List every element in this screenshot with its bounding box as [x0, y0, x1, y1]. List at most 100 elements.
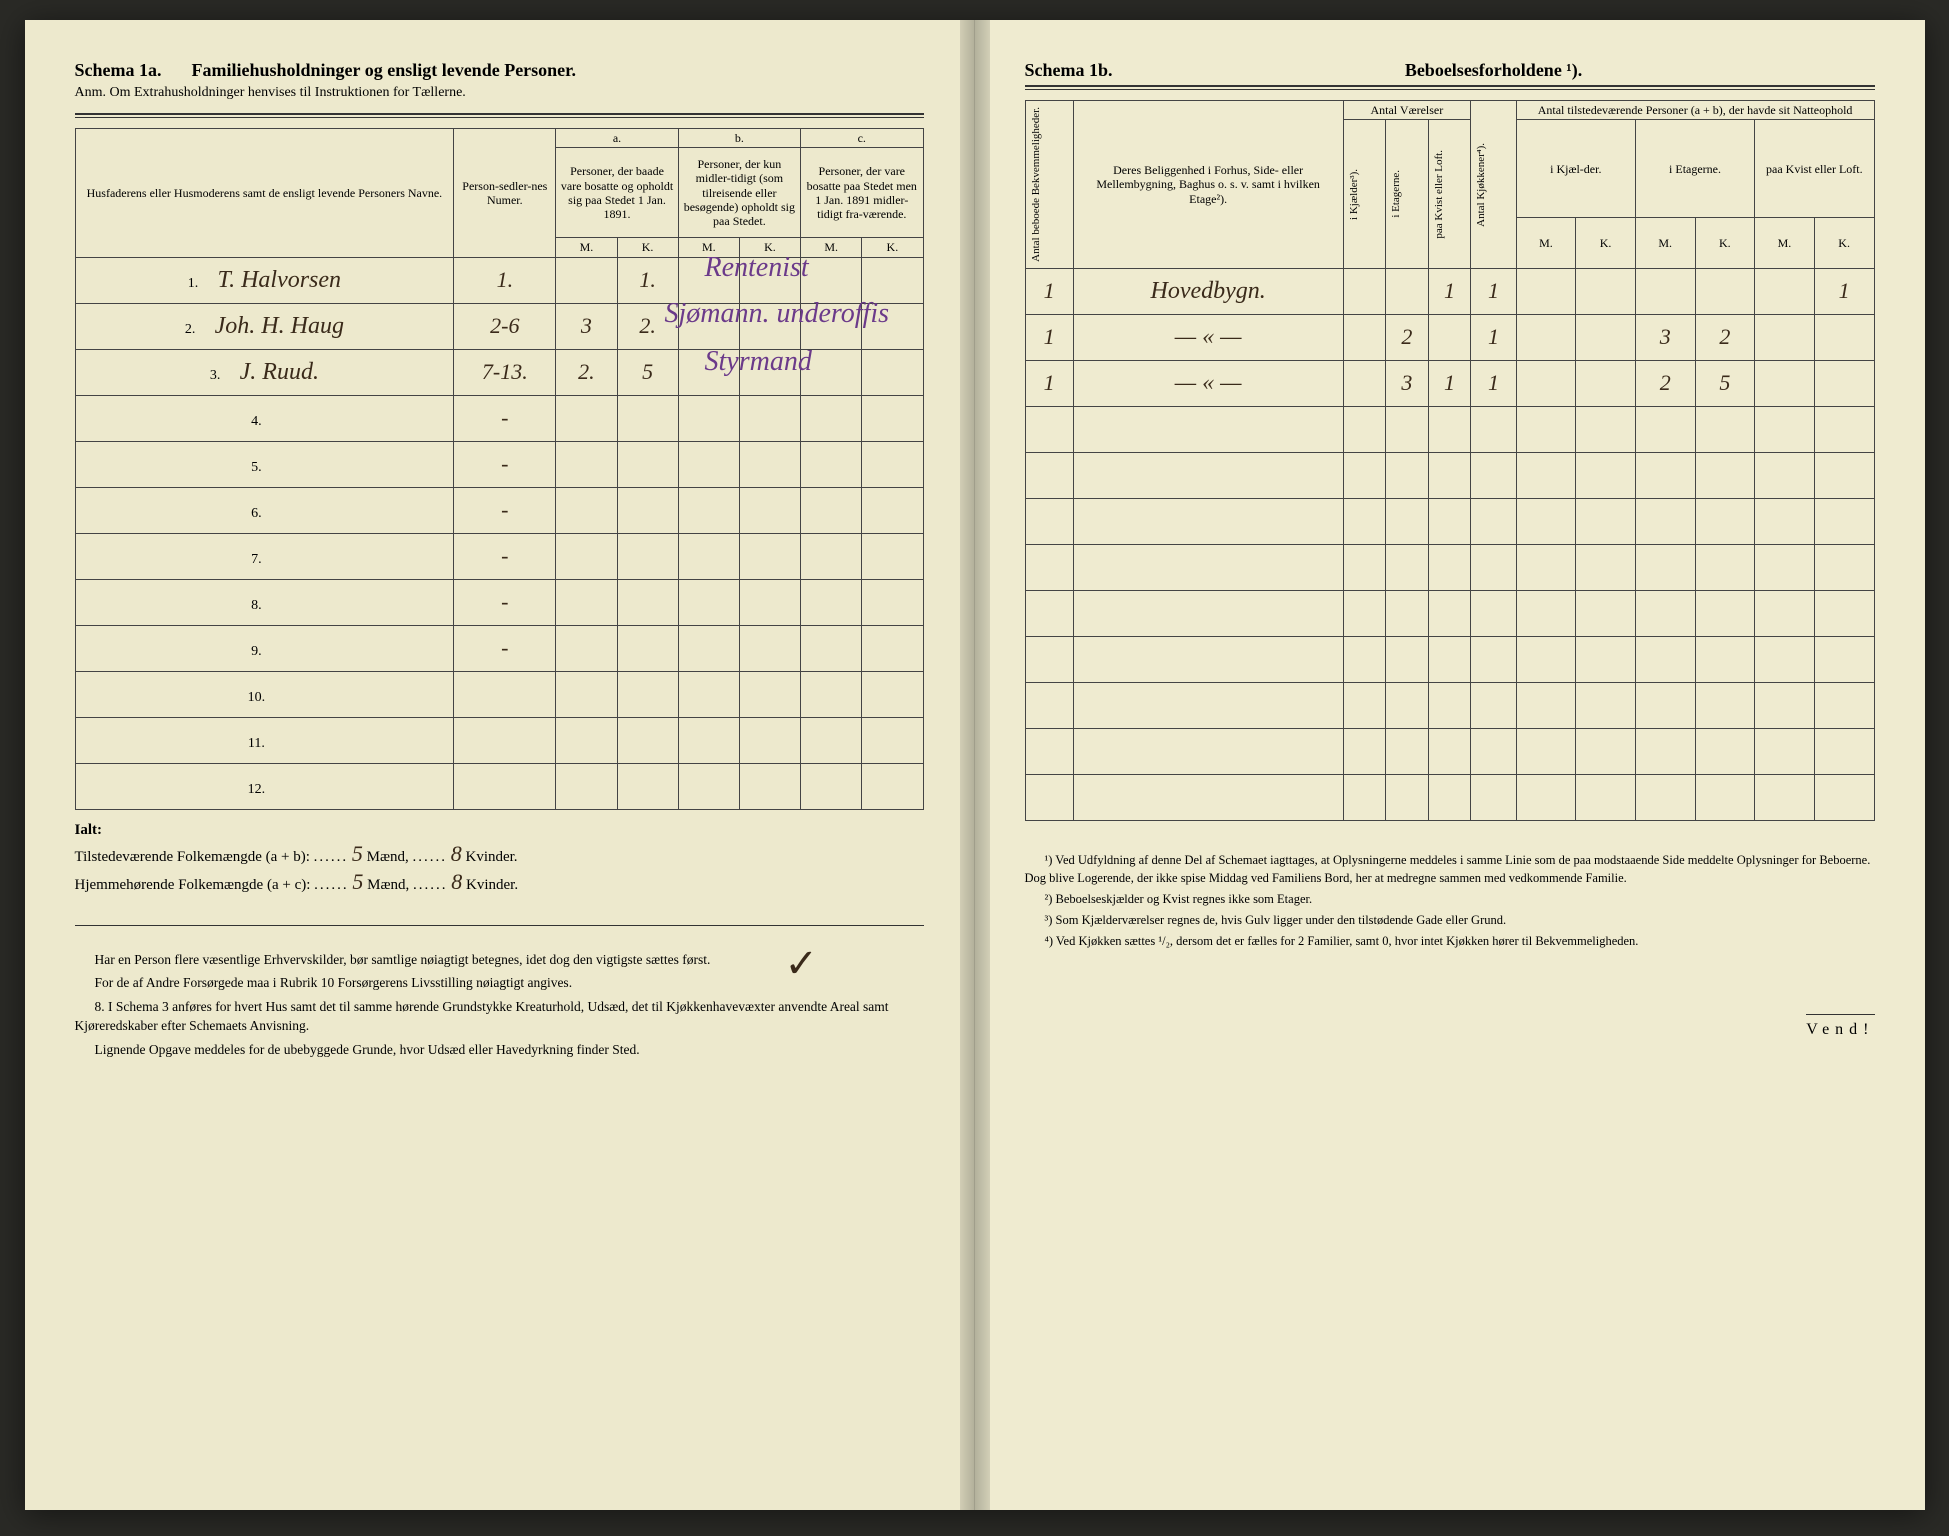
- row-name-cell: 6.: [75, 487, 454, 533]
- table-row: [1025, 406, 1874, 452]
- table-row: 1. T. Halvorsen1.1.: [75, 257, 923, 303]
- table-row: 8. -: [75, 579, 923, 625]
- table-row: 12.: [75, 763, 923, 809]
- hdr-i-etag: i Etagerne.: [1635, 120, 1754, 218]
- row-num: 2-6: [454, 303, 556, 349]
- row-num: -: [454, 441, 556, 487]
- table-row: 9. -: [75, 625, 923, 671]
- vend-label: Vend!: [1806, 1014, 1874, 1039]
- table-row: 5. -: [75, 441, 923, 487]
- tils-label: Tilstedeværende Folkemængde (a + b):: [75, 849, 314, 865]
- table-row: 1— « —2132: [1025, 314, 1874, 360]
- table-row: [1025, 682, 1874, 728]
- row-num: 7-13.: [454, 349, 556, 395]
- hdr-paa-kvist: paa Kvist eller Loft.: [1755, 120, 1874, 218]
- schema-1b-title: Beboelsesforholdene ¹).: [1405, 60, 1582, 81]
- row-num: -: [454, 487, 556, 533]
- fn-3: ³) Som Kjælderværelser regnes de, hvis G…: [1025, 911, 1875, 929]
- hdr-etagerne: i Etagerne.: [1390, 166, 1403, 222]
- row-name-cell: 9.: [75, 625, 454, 671]
- table-row: 10.: [75, 671, 923, 717]
- ialt-block: Ialt: Tilstedeværende Folkemængde (a + b…: [75, 822, 924, 895]
- check-mark-icon: ✓: [785, 940, 819, 987]
- hdr-m: M.: [556, 238, 617, 257]
- ialt-label: Ialt:: [75, 822, 103, 838]
- row-name-cell: 7.: [75, 533, 454, 579]
- left-page: Schema 1a. Familiehusholdninger og ensli…: [25, 20, 975, 1510]
- row-name-cell: 8.: [75, 579, 454, 625]
- row-num: -: [454, 579, 556, 625]
- table-row: 11.: [75, 717, 923, 763]
- table-row: 6. -: [75, 487, 923, 533]
- hdr-i-kjael: i Kjæl-der.: [1516, 120, 1635, 218]
- table-row: 2. Joh. H. Haug2-632.: [75, 303, 923, 349]
- hdr-c-text: Personer, der vare bosatte paa Stedet me…: [801, 148, 923, 238]
- hdr-antal-pers: Antal tilstedeværende Personer (a + b), …: [1516, 101, 1874, 120]
- row-name-cell: 3. J. Ruud.: [75, 349, 454, 395]
- body-p3: 8. I Schema 3 anføres for hvert Hus samt…: [75, 997, 924, 1036]
- row-name-cell: 1. T. Halvorsen: [75, 257, 454, 303]
- row-num: -: [454, 395, 556, 441]
- hdr-antal-vaer: Antal Værelser: [1343, 101, 1471, 120]
- table-row: [1025, 728, 1874, 774]
- row-name-cell: 4.: [75, 395, 454, 441]
- table-row: 7. -: [75, 533, 923, 579]
- schema-1a-title: Familiehusholdninger og ensligt levende …: [192, 60, 577, 81]
- hdr-b-text: Personer, der kun midler-tidigt (som til…: [678, 148, 800, 238]
- page-spread: Schema 1a. Familiehusholdninger og ensli…: [25, 20, 1925, 1510]
- schema-1b-label: Schema 1b.: [1025, 60, 1113, 81]
- row-num: -: [454, 625, 556, 671]
- kvinder: Kvinder.: [466, 877, 518, 893]
- table-row: [1025, 498, 1874, 544]
- hdr-m: M.: [678, 238, 739, 257]
- hdr-kvist: paa Kvist eller Loft.: [1433, 146, 1446, 243]
- row-num: -: [454, 533, 556, 579]
- hdr-names: Husfaderens eller Husmoderens samt de en…: [75, 129, 454, 258]
- footnotes: ¹) Ved Udfyldning af denne Del af Schema…: [1025, 851, 1875, 951]
- row-num: [454, 763, 556, 809]
- hdr-k: K.: [739, 238, 800, 257]
- row-name-cell: 11.: [75, 717, 454, 763]
- tils-k: 8: [451, 841, 462, 866]
- row-num: [454, 671, 556, 717]
- hdr-antal-kjok: Antal Kjøkkener⁴).: [1475, 139, 1488, 231]
- schema-1b-table: Antal beboede Bekvemmeligheder. Deres Be…: [1025, 100, 1875, 821]
- maend: Mænd,: [367, 849, 413, 865]
- row-name-cell: 2. Joh. H. Haug: [75, 303, 454, 349]
- table-row: 1— « —31125: [1025, 360, 1874, 406]
- hdr-kjaelder: i Kjælder³).: [1348, 165, 1361, 224]
- table-row: 4. -: [75, 395, 923, 441]
- row-num: [454, 717, 556, 763]
- right-page: Schema 1b. Beboelsesforholdene ¹). Antal…: [975, 20, 1925, 1510]
- fn-2: ²) Beboelseskjælder og Kvist regnes ikke…: [1025, 890, 1875, 908]
- body-p4: Lignende Opgave meddeles for de ubebygge…: [75, 1040, 924, 1060]
- hjem-label: Hjemmehørende Folkemængde (a + c):: [75, 877, 315, 893]
- anm-note: Anm. Om Extrahusholdninger henvises til …: [75, 85, 924, 101]
- hdr-beliggenhed: Deres Beliggenhed i Forhus, Side- eller …: [1073, 101, 1343, 269]
- table-row: [1025, 636, 1874, 682]
- hdr-k: K.: [862, 238, 923, 257]
- table-row: [1025, 544, 1874, 590]
- row-name-cell: 12.: [75, 763, 454, 809]
- row-name-cell: 5.: [75, 441, 454, 487]
- table-row: [1025, 452, 1874, 498]
- kvinder: Kvinder.: [465, 849, 517, 865]
- hdr-b-label: b.: [678, 129, 800, 148]
- table-row: 3. J. Ruud.7-13.2.5: [75, 349, 923, 395]
- tils-m: 5: [352, 841, 363, 866]
- hdr-k: K.: [617, 238, 678, 257]
- table-row: [1025, 774, 1874, 820]
- hdr-person-num: Person-sedler-nes Numer.: [454, 129, 556, 258]
- maend: Mænd,: [367, 877, 413, 893]
- fn-4: ⁴) Ved Kjøkken sættes ¹/₂, dersom det er…: [1025, 932, 1875, 950]
- table-row: [1025, 590, 1874, 636]
- hdr-c-label: c.: [801, 129, 923, 148]
- hdr-a-text: Personer, der baade vare bosatte og opho…: [556, 148, 678, 238]
- schema-1a-table: Husfaderens eller Husmoderens samt de en…: [75, 128, 924, 810]
- hdr-m: M.: [801, 238, 862, 257]
- hjem-k: 8: [451, 869, 462, 894]
- fn-1: ¹) Ved Udfyldning af denne Del af Schema…: [1025, 851, 1875, 887]
- table-row: 1Hovedbygn.111: [1025, 268, 1874, 314]
- row-name-cell: 10.: [75, 671, 454, 717]
- row-num: 1.: [454, 257, 556, 303]
